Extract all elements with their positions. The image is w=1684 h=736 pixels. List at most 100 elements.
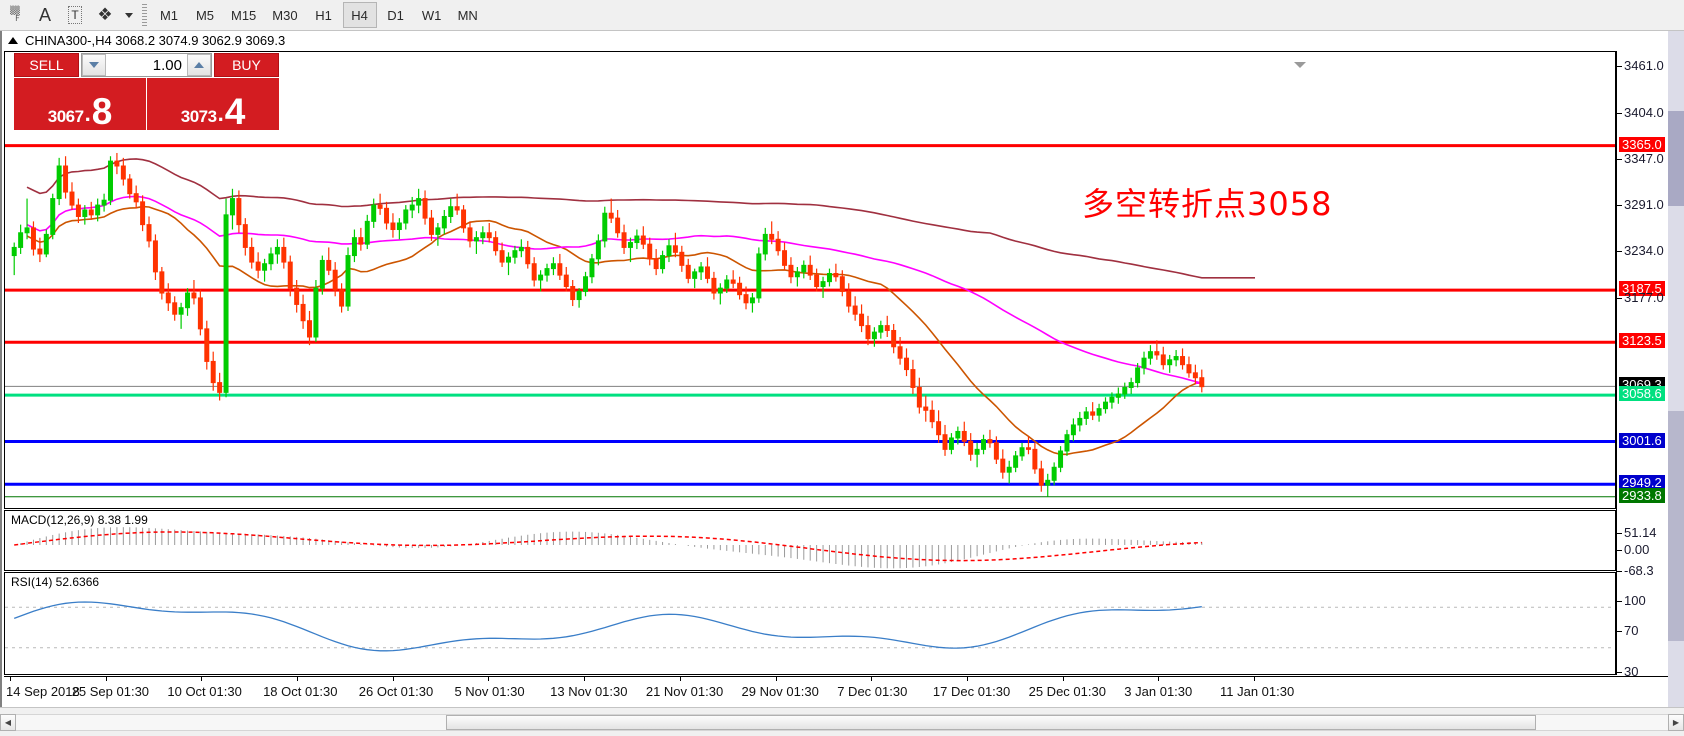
price-scale-label: 3177.0 (1624, 289, 1664, 305)
bid-price-block[interactable]: 3067 . 8 (14, 78, 146, 130)
price-scale-tag: 3058.6 (1619, 386, 1665, 402)
chart-symbol-header: CHINA300-,H4 3068.2 3074.9 3062.9 3069.3 (2, 31, 1684, 51)
pane-drag-handle[interactable] (1294, 62, 1308, 69)
price-scale-tag: 2949.2 (1619, 475, 1665, 491)
ask-price-decimal: 4 (224, 90, 246, 132)
ask-price-block[interactable]: 3073 . 4 (147, 78, 279, 130)
rsi-scale-tick (1617, 631, 1622, 632)
time-axis-tick (1158, 676, 1160, 681)
timeframe-button-m15[interactable]: M15 (231, 7, 257, 23)
macd-svg (14, 527, 1203, 569)
time-axis-label: 18 Oct 01:30 (263, 684, 338, 699)
text-a-icon[interactable]: A (38, 4, 51, 25)
chart-window: CHINA300-,H4 3068.2 3074.9 3062.9 3069.3… (0, 31, 1684, 707)
price-scale-tick (1617, 204, 1622, 206)
macd-scale-tick (1617, 533, 1622, 534)
expand-triangle-icon[interactable] (8, 37, 18, 44)
text-label-icon[interactable]: T (60, 1, 90, 29)
objects-icon[interactable]: ❖ (97, 5, 113, 24)
rsi-scale-tick (1617, 601, 1622, 602)
buy-button[interactable]: BUY (214, 53, 279, 77)
volume-stepper[interactable]: 1.00 (81, 53, 212, 77)
timeframe-button-m5[interactable]: M5 (195, 7, 215, 23)
time-axis-label: 17 Dec 01:30 (932, 684, 1011, 699)
time-axis-label: 29 Nov 01:30 (741, 684, 819, 699)
time-axis-tick (679, 676, 681, 681)
macd-scale-label: 51.14 (1624, 525, 1657, 540)
time-axis-tick (1254, 676, 1255, 681)
time-axis-tick (488, 676, 490, 681)
bid-price-integer: 3067 (47, 107, 84, 126)
chevron-up-icon (194, 62, 204, 68)
timeframe-button-mn[interactable]: MN (457, 7, 478, 23)
rsi-scale-label: 30 (1624, 664, 1639, 679)
time-axis-label: 5 Nov 01:30 (454, 684, 525, 699)
time-axis-label: 25 Dec 01:30 (1028, 684, 1106, 699)
toolbar-separator (142, 4, 147, 26)
macd-scale-tick (1617, 571, 1622, 572)
main-toolbar: ▒▒ F A T ❖ M1 M5 M15 M30 H1 H4 D1 W1 MN (0, 0, 1684, 31)
horizontal-scrollbar-thumb[interactable] (445, 714, 1536, 730)
time-axis-tick (105, 676, 107, 681)
price-scale-tag: 3187.5 (1619, 281, 1665, 297)
price-scale-tick (1617, 251, 1622, 253)
objects-dropdown-icon[interactable] (120, 1, 138, 29)
vertical-scrollbar[interactable] (1668, 31, 1684, 707)
chart-annotation-text[interactable]: 多空转折点3058 (1082, 185, 1333, 223)
scroll-left-arrow-icon[interactable]: ◀ (0, 713, 16, 731)
chevron-down-icon (89, 62, 99, 68)
volume-decrease-button[interactable] (82, 54, 106, 76)
price-scale-tag: 3365.0 (1619, 136, 1665, 152)
rsi-scale-tick (1617, 672, 1622, 673)
volume-input[interactable]: 1.00 (152, 56, 182, 74)
sell-button[interactable]: SELL (14, 53, 79, 77)
time-axis-label: 21 Nov 01:30 (645, 684, 724, 699)
price-scale-tick (1617, 297, 1622, 299)
horizontal-scrollbar-track[interactable] (16, 713, 1668, 731)
time-axis-label: 11 Jan 01:30 (1220, 684, 1295, 699)
macd-label: MACD(12,26,9) 8.38 1.99 (11, 513, 148, 527)
rsi-scale-label: 70 (1624, 623, 1639, 638)
timeframe-button-h4[interactable]: H4 (342, 2, 377, 28)
time-axis-tick (775, 676, 777, 681)
macd-pane[interactable]: MACD(12,26,9) 8.38 1.99 (4, 510, 1616, 571)
time-axis-label: 14 Sep 2018 (6, 684, 80, 699)
volume-increase-button[interactable] (187, 54, 211, 76)
time-axis-tick (10, 676, 11, 681)
timeframe-button-m30[interactable]: M30 (272, 7, 298, 23)
price-scale-tag: 3001.6 (1619, 432, 1665, 448)
timeframe-button-m1[interactable]: M1 (159, 7, 179, 23)
macd-scale-label: 0.00 (1624, 542, 1650, 557)
one-click-trading-panel: SELL 1.00 BUY 3067 . 8 3073 . 4 (14, 53, 279, 130)
vertical-scrollbar-thumb-lower[interactable] (1668, 411, 1684, 641)
price-chart-pane[interactable] (4, 51, 1616, 509)
time-axis-label: 26 Oct 01:30 (358, 684, 434, 699)
macd-scale-label: -68.3 (1624, 563, 1654, 578)
rsi-pane[interactable]: RSI(14) 52.6366 (4, 572, 1616, 675)
ask-price-integer: 3073 (180, 107, 217, 126)
time-axis-tick (966, 676, 968, 681)
time-axis-label: 3 Jan 01:30 (1124, 684, 1193, 699)
crosshair-f-icon[interactable]: ▒▒ F (10, 6, 20, 23)
time-axis-label: 13 Nov 01:30 (550, 684, 628, 699)
time-axis-tick (1062, 676, 1064, 681)
time-axis-tick (201, 676, 203, 681)
rsi-scale-label: 100 (1624, 593, 1646, 608)
price-scale-tick (1617, 159, 1622, 161)
macd-scale-tick (1617, 550, 1622, 551)
timeframe-button-h1[interactable]: H1 (315, 7, 332, 23)
vertical-scrollbar-thumb-upper[interactable] (1668, 111, 1684, 206)
price-chart-svg (5, 144, 1615, 498)
time-axis[interactable]: 14 Sep 2018 25 Sep 01:30 10 Oct 01:30 18 Oc… (4, 676, 1684, 706)
time-axis-label: 25 Sep 01:30 (71, 684, 150, 699)
time-axis-tick (297, 676, 299, 681)
timeframe-button-d1[interactable]: D1 (387, 7, 404, 23)
price-scale-label: 3404.0 (1624, 104, 1664, 120)
scroll-right-arrow-icon[interactable]: ▶ (1668, 713, 1684, 731)
timeframe-button-w1[interactable]: W1 (421, 7, 442, 23)
horizontal-scrollbar[interactable]: ◀ ▶ (0, 707, 1684, 736)
ask-price-dot: . (217, 101, 224, 126)
price-scale-tag: 2933.8 (1619, 487, 1665, 503)
price-scale-label: 3291.0 (1624, 196, 1664, 212)
time-axis-label: 7 Dec 01:30 (837, 684, 908, 699)
